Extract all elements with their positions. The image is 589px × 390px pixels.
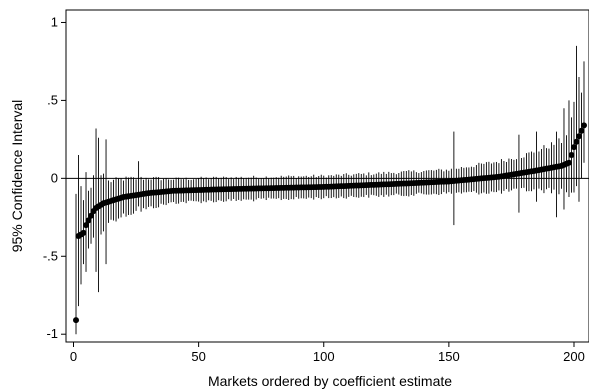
estimate-point xyxy=(85,217,92,224)
estimate-point xyxy=(570,144,577,151)
estimate-point xyxy=(578,127,585,134)
y-axis: -1 -.5 0 .5 1 xyxy=(43,14,66,341)
y-tick-label: 0 xyxy=(51,170,58,185)
x-tick-label: 100 xyxy=(313,349,335,364)
estimate-points xyxy=(73,122,587,324)
estimate-point xyxy=(568,151,575,158)
x-tick-label: 200 xyxy=(563,349,585,364)
estimate-point xyxy=(88,212,95,219)
estimate-point xyxy=(575,133,582,140)
y-tick-label: -.5 xyxy=(43,248,58,263)
y-axis-title: 95% Confidence Interval xyxy=(9,100,25,253)
estimate-point xyxy=(73,317,80,324)
estimate-point xyxy=(565,159,572,166)
y-tick-label: -1 xyxy=(46,326,58,341)
estimate-point xyxy=(80,229,87,236)
estimate-point xyxy=(573,138,580,145)
estimate-point xyxy=(83,222,90,229)
x-tick-label: 0 xyxy=(70,349,77,364)
y-tick-label: .5 xyxy=(47,92,58,107)
estimate-point xyxy=(580,122,587,129)
x-axis-title: Markets ordered by coefficient estimate xyxy=(208,373,452,389)
x-tick-label: 50 xyxy=(191,349,205,364)
y-tick-label: 1 xyxy=(51,14,58,29)
x-tick-label: 150 xyxy=(438,349,460,364)
x-axis: 0 50 100 150 200 xyxy=(70,342,585,364)
